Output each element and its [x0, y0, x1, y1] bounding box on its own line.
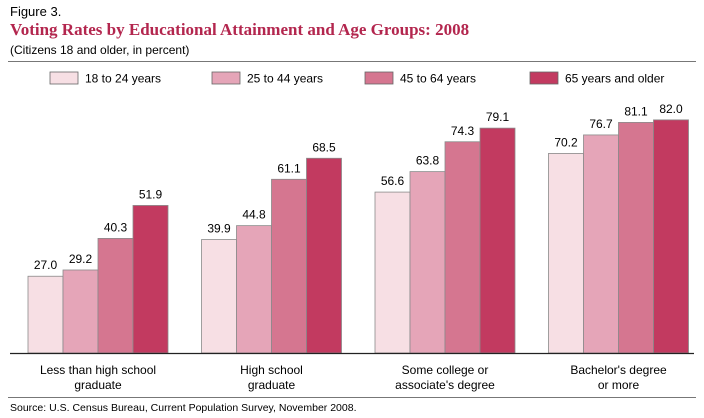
category-label: graduate — [74, 378, 122, 392]
bar — [271, 178, 307, 354]
legend-swatch — [529, 71, 559, 85]
category-label: Bachelor's degree — [570, 363, 667, 377]
category-label: Less than high school — [40, 363, 156, 377]
bar — [548, 153, 584, 354]
category-label: associate's degree — [395, 378, 495, 392]
figure-label: Figure 3. — [10, 4, 62, 19]
data-label: 56.6 — [381, 174, 405, 188]
data-label: 76.7 — [589, 117, 613, 131]
bar — [653, 119, 689, 354]
data-label: 40.3 — [104, 220, 128, 234]
data-label: 44.8 — [242, 208, 266, 222]
bar — [27, 275, 64, 354]
data-label: 63.8 — [416, 154, 440, 168]
legend-swatch — [364, 71, 394, 85]
legend-label: 45 to 64 years — [400, 72, 476, 86]
bar — [444, 141, 481, 354]
data-label: 27.0 — [34, 258, 58, 272]
data-label: 68.5 — [312, 140, 336, 154]
legend-label: 65 years and older — [565, 72, 664, 86]
bar — [132, 205, 169, 354]
category-label: High school — [240, 363, 303, 377]
source-note: Source: U.S. Census Bureau, Current Popu… — [10, 402, 357, 414]
chart-subtitle: (Citizens 18 and older, in percent) — [10, 43, 190, 57]
data-label: 51.9 — [139, 187, 163, 201]
bar — [306, 157, 342, 354]
bar — [479, 127, 516, 354]
data-label: 29.2 — [69, 252, 93, 266]
legend-label: 18 to 24 years — [85, 72, 161, 86]
bar — [97, 238, 134, 354]
bar — [618, 122, 654, 354]
category-label: Some college or — [402, 363, 489, 377]
bar — [236, 225, 272, 354]
bar — [409, 171, 446, 354]
bottom-rule — [8, 397, 696, 398]
bar — [583, 134, 619, 354]
data-label: 61.1 — [277, 161, 301, 175]
data-label: 39.9 — [207, 222, 231, 236]
bar — [374, 191, 411, 354]
data-label: 70.2 — [554, 135, 578, 149]
legend-swatch — [211, 71, 241, 85]
data-label: 79.1 — [486, 110, 510, 124]
chart-title: Voting Rates by Educational Attainment a… — [10, 20, 470, 39]
category-label: graduate — [248, 378, 296, 392]
legend-label: 25 to 44 years — [247, 72, 323, 86]
bar — [201, 239, 237, 354]
data-label: 81.1 — [624, 104, 648, 118]
bar — [62, 269, 99, 354]
data-label: 74.3 — [451, 124, 475, 138]
top-rule — [8, 61, 696, 62]
legend-swatch — [49, 71, 79, 85]
category-label: or more — [598, 378, 640, 392]
data-label: 82.0 — [659, 102, 683, 116]
